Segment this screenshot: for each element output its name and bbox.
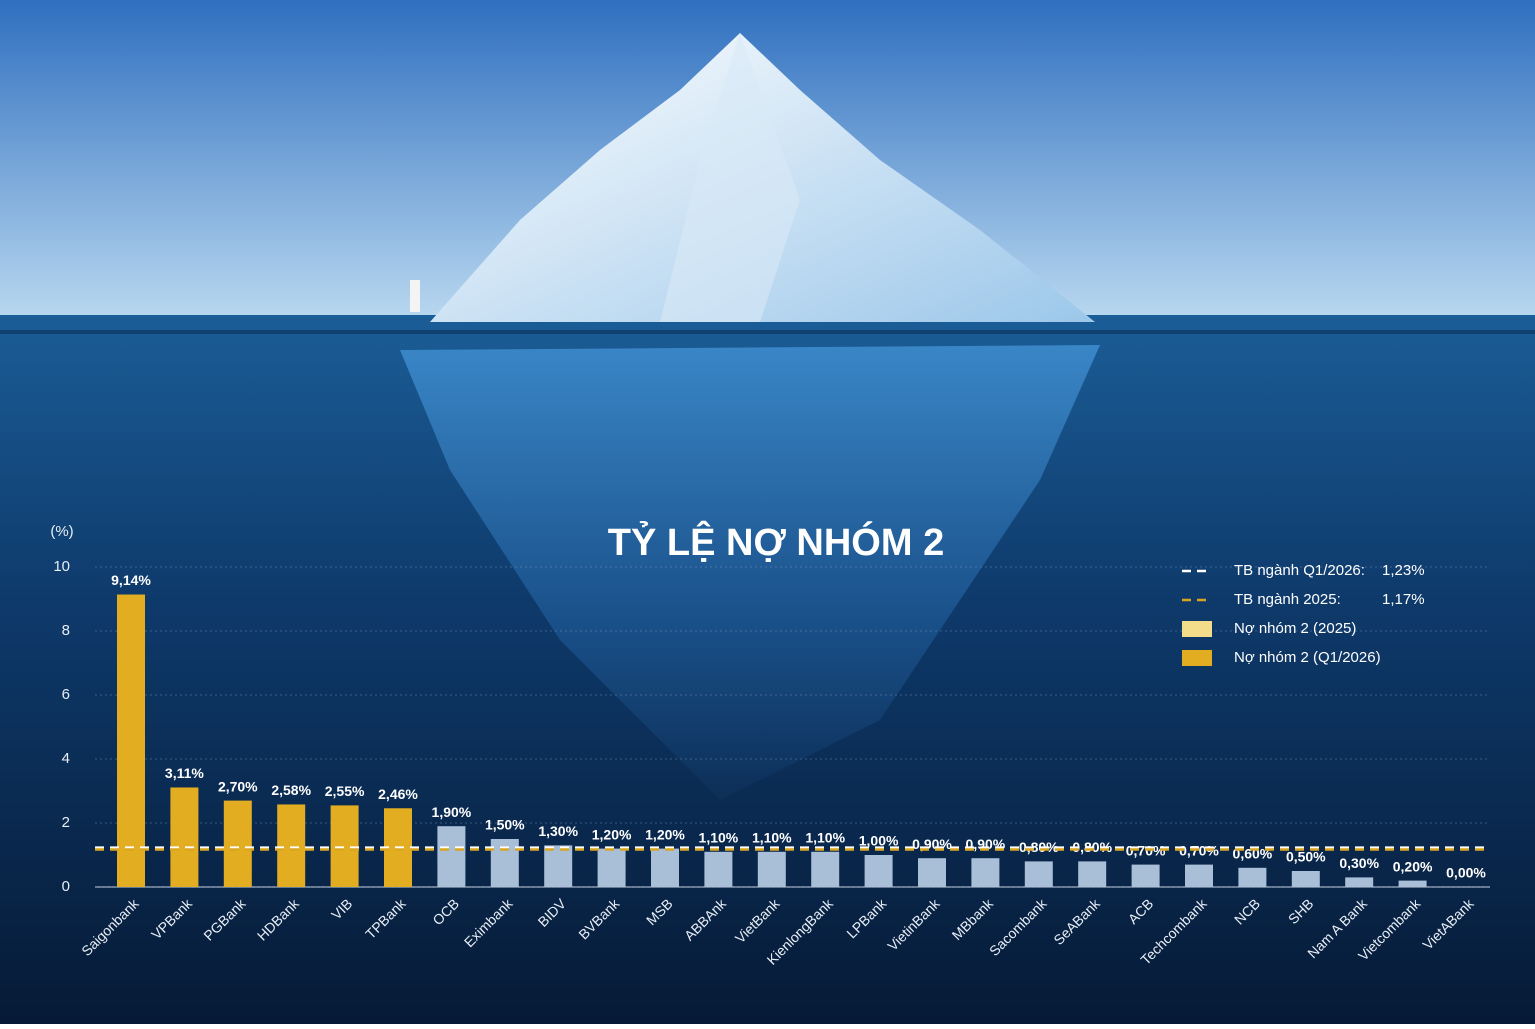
legend-swatch: [1182, 621, 1212, 637]
legend-label: Nợ nhóm 2 (Q1/2026): [1234, 649, 1381, 666]
value-label: 2,46%: [378, 786, 418, 802]
value-label: 0,50%: [1286, 849, 1326, 865]
value-label: 0,00%: [1446, 865, 1486, 881]
bar: [1078, 861, 1107, 887]
legend-swatch: [1182, 650, 1212, 666]
bar: [330, 805, 359, 887]
value-label: 0,80%: [1019, 839, 1059, 855]
value-label: 1,90%: [432, 804, 472, 820]
bar: [277, 804, 306, 887]
legend-label: TB ngành 2025:: [1234, 591, 1341, 608]
value-label: 1,10%: [805, 830, 845, 846]
value-label: 1,10%: [699, 830, 739, 846]
bar: [918, 858, 946, 887]
bar: [597, 848, 626, 887]
value-label: 2,70%: [218, 778, 258, 794]
bar: [437, 826, 466, 887]
bar: [651, 848, 679, 887]
value-label: 9,14%: [111, 572, 151, 588]
bar: [1185, 864, 1213, 887]
bar: [704, 851, 733, 887]
value-label: 1,20%: [645, 826, 685, 842]
chart-title: TỶ LỆ NỢ NHÓM 2: [608, 520, 944, 564]
y-tick-label: 2: [62, 814, 70, 831]
value-label: 2,58%: [271, 782, 311, 798]
bar: [1024, 861, 1053, 887]
legend-value: 1,23%: [1382, 562, 1425, 579]
bar: [223, 800, 252, 887]
value-label: 0,90%: [912, 836, 952, 852]
y-tick-label: 8: [62, 622, 70, 639]
bar: [117, 594, 145, 887]
y-tick-label: 0: [62, 878, 70, 895]
value-label: 2,55%: [325, 783, 365, 799]
bar: [1131, 864, 1160, 887]
value-label: 0,20%: [1393, 858, 1433, 874]
y-tick-label: 10: [53, 558, 70, 575]
y-axis-label: (%): [50, 523, 73, 540]
value-label: 0,70%: [1179, 842, 1219, 858]
y-tick-label: 4: [62, 750, 70, 767]
bar: [1345, 877, 1374, 887]
bar: [971, 858, 1000, 887]
value-label: 1,20%: [592, 826, 632, 842]
bar: [757, 851, 786, 887]
bar: [1238, 867, 1267, 887]
value-label: 1,30%: [538, 823, 578, 839]
value-label: 1,00%: [859, 833, 899, 849]
legend-label: TB ngành Q1/2026:: [1234, 562, 1365, 579]
bar: [490, 839, 519, 887]
bar: [544, 845, 573, 887]
value-label: 3,11%: [165, 765, 204, 781]
value-label: 1,10%: [752, 830, 792, 846]
legend-value: 1,17%: [1382, 591, 1425, 608]
bar: [811, 851, 840, 887]
bar: [170, 787, 199, 887]
bar: [1291, 871, 1320, 887]
legend-label: Nợ nhóm 2 (2025): [1234, 620, 1356, 637]
bar: [864, 855, 893, 887]
value-label: 0,30%: [1339, 855, 1379, 871]
bar: [1398, 880, 1427, 887]
value-label: 1,50%: [485, 817, 525, 833]
y-tick-label: 6: [62, 686, 70, 703]
